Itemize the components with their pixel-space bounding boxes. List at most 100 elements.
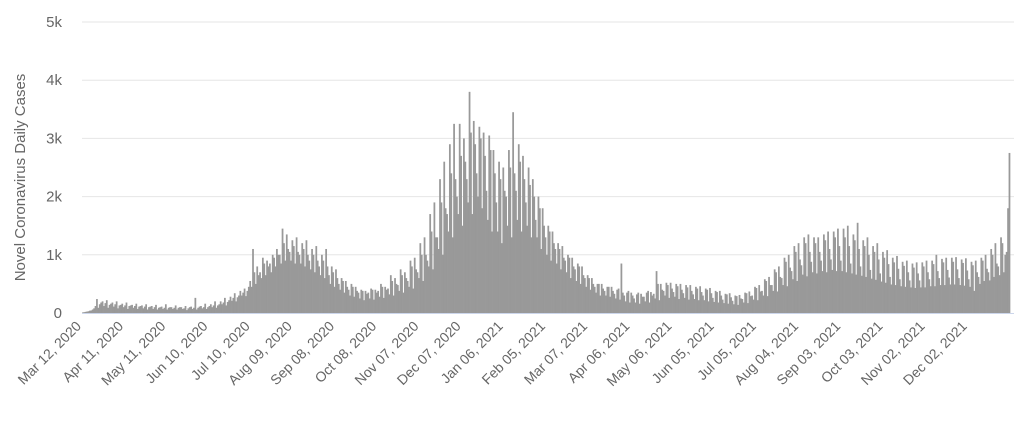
bar <box>306 254 309 313</box>
bar <box>304 266 306 313</box>
bar <box>727 303 730 313</box>
bar <box>278 254 281 313</box>
bar <box>100 302 103 313</box>
bar <box>107 307 110 313</box>
bar <box>638 303 641 313</box>
bar <box>433 202 436 313</box>
y-tick-label: 5k <box>46 14 62 31</box>
bar <box>987 272 990 313</box>
bar <box>568 257 571 313</box>
bar <box>713 301 716 313</box>
bar <box>911 263 914 313</box>
bar <box>270 272 273 313</box>
bar <box>536 237 538 313</box>
bar <box>664 295 666 313</box>
bar <box>578 266 581 313</box>
bar <box>152 308 155 313</box>
bar <box>375 292 378 313</box>
bar <box>728 293 731 313</box>
bar <box>340 278 343 313</box>
y-tick-label: 1k <box>46 247 62 264</box>
bar <box>288 251 291 313</box>
bar <box>169 307 171 313</box>
bar <box>531 179 534 313</box>
bar <box>692 294 694 313</box>
bar <box>959 285 962 313</box>
bar <box>641 296 644 313</box>
bar <box>688 299 690 313</box>
bar <box>349 295 351 313</box>
bar <box>134 306 136 313</box>
bar <box>538 208 541 313</box>
bar <box>890 284 893 313</box>
bar <box>749 296 752 313</box>
bar <box>475 173 478 313</box>
bar <box>741 299 744 313</box>
bar <box>191 308 194 313</box>
bar <box>411 266 413 313</box>
bar <box>990 248 993 313</box>
bar <box>488 135 491 313</box>
bar <box>758 285 761 313</box>
bar <box>553 243 555 313</box>
bar <box>429 214 432 313</box>
bar <box>628 302 631 313</box>
bar <box>834 237 836 313</box>
bar <box>870 278 873 313</box>
bar <box>965 258 967 313</box>
bar <box>432 269 434 313</box>
bar <box>198 306 201 313</box>
bar <box>156 309 159 313</box>
bar <box>817 237 820 313</box>
bar <box>627 290 630 313</box>
bar <box>776 291 779 313</box>
bar <box>311 248 313 313</box>
bar <box>762 295 765 313</box>
bar <box>640 293 642 313</box>
bar <box>714 290 717 313</box>
bar <box>194 297 197 313</box>
bar <box>689 285 692 313</box>
bar <box>366 293 368 313</box>
bar <box>918 280 921 313</box>
bar <box>796 280 799 313</box>
bar <box>381 286 384 313</box>
bar <box>893 262 896 313</box>
bar <box>953 284 956 313</box>
bar <box>575 280 578 313</box>
bar <box>866 237 869 313</box>
bar <box>357 292 360 313</box>
bar <box>385 289 388 313</box>
bar <box>453 123 455 313</box>
bar <box>650 292 652 313</box>
bar <box>856 222 859 313</box>
bar <box>422 280 425 313</box>
bar <box>786 286 789 313</box>
bar <box>523 179 526 313</box>
bar <box>450 173 453 313</box>
bar <box>676 286 679 313</box>
bar <box>703 300 706 313</box>
bar <box>643 296 645 313</box>
bar <box>264 275 267 313</box>
bar <box>470 132 472 313</box>
bar <box>665 282 668 313</box>
bar <box>179 307 181 313</box>
bar <box>281 228 284 313</box>
bar <box>122 307 125 313</box>
bar <box>177 307 180 313</box>
bar <box>336 278 339 313</box>
bar <box>810 261 813 313</box>
bar <box>869 269 872 313</box>
bar <box>363 300 365 313</box>
bar <box>838 246 841 313</box>
bar <box>474 144 477 313</box>
bar <box>426 260 429 313</box>
bar <box>969 286 971 313</box>
bar <box>988 280 991 313</box>
bar <box>734 295 737 313</box>
bar <box>560 269 562 313</box>
bar <box>827 231 829 313</box>
bar <box>702 295 704 313</box>
bar <box>659 283 662 313</box>
